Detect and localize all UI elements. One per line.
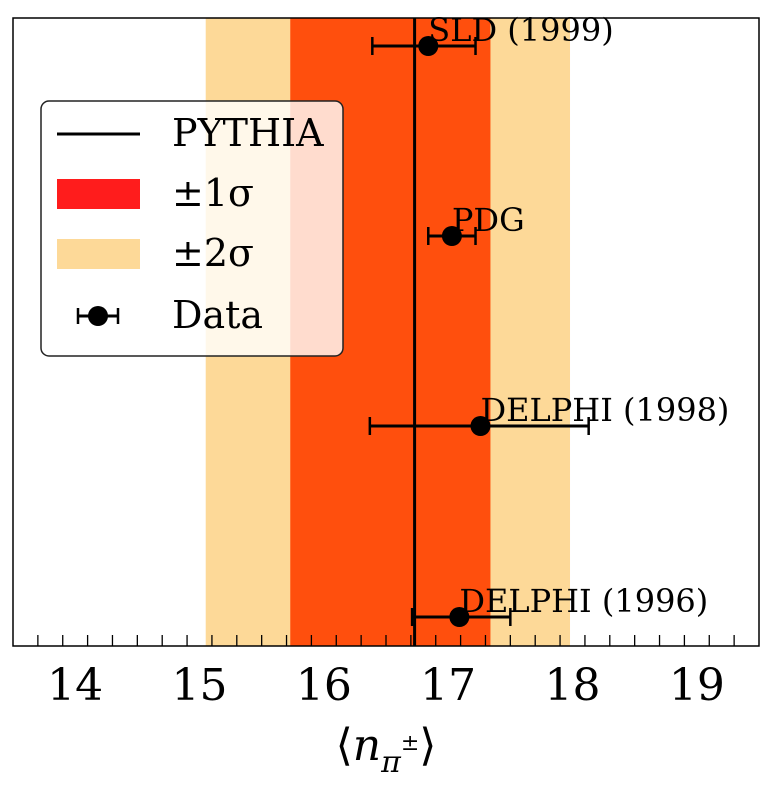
x-tick-label: 18 — [545, 660, 601, 711]
x-tick-label: 19 — [669, 660, 725, 711]
legend-label-sigma1: ±1σ — [172, 171, 254, 215]
legend-sigma2-handle — [57, 239, 140, 269]
x-label-open: ⟨ — [336, 720, 353, 771]
x-label-close: ⟩ — [419, 720, 436, 771]
data-point-4: DELPHI (1996) — [410, 582, 708, 627]
point-label: DELPHI (1996) — [459, 582, 708, 620]
x-label-base: n — [353, 720, 381, 771]
x-label-sub: π — [380, 745, 402, 780]
x-tick-label: 16 — [296, 660, 352, 711]
marker — [470, 416, 491, 436]
x-tick-label: 15 — [172, 660, 228, 711]
point-label: SLD (1999) — [428, 11, 613, 49]
marker — [441, 226, 462, 246]
x-tick-label: 14 — [47, 660, 103, 711]
x-label-sup: ± — [401, 731, 419, 756]
legend-label-pythia: PYTHIA — [172, 111, 324, 155]
data-point-2: PDG — [427, 201, 525, 246]
legend-label-data: Data — [172, 293, 263, 337]
legend-label-sigma2: ±2σ — [172, 231, 254, 275]
legend-sigma1-handle — [57, 179, 140, 209]
marker — [449, 607, 470, 627]
legend-data-handle — [76, 306, 120, 326]
data-point-3: DELPHI (1998) — [368, 391, 729, 436]
ticks-layer: 14 15 16 17 18 19 — [37, 635, 735, 711]
marker — [418, 36, 439, 56]
legend-marker — [88, 306, 108, 326]
legend-layer: PYTHIA ±1σ ±2σ Data — [40, 100, 344, 357]
legend-box — [40, 100, 344, 357]
point-label: DELPHI (1998) — [480, 391, 729, 429]
point-label: PDG — [452, 201, 525, 239]
x-tick-label: 17 — [420, 660, 476, 711]
x-axis-label: ⟨nπ±⟩ — [336, 720, 437, 780]
